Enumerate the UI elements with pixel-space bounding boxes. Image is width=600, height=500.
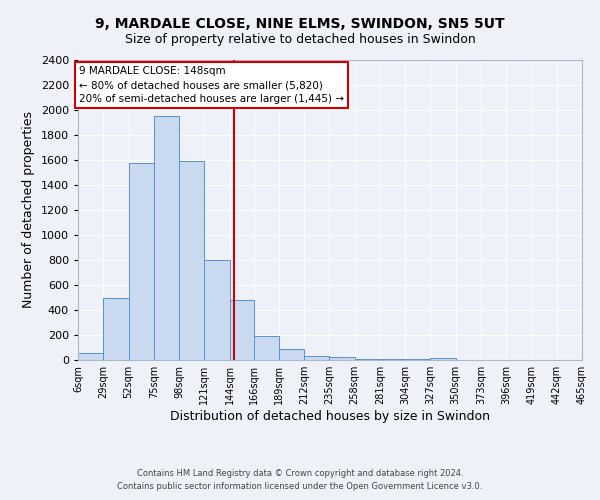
Bar xyxy=(279,349,304,360)
Bar xyxy=(254,336,279,360)
Text: Contains HM Land Registry data © Crown copyright and database right 2024.
Contai: Contains HM Land Registry data © Crown c… xyxy=(118,469,482,491)
Bar xyxy=(154,116,179,360)
Bar xyxy=(103,298,128,360)
Bar xyxy=(304,356,329,360)
Bar xyxy=(78,353,103,360)
Bar xyxy=(179,161,204,360)
Text: Size of property relative to detached houses in Swindon: Size of property relative to detached ho… xyxy=(125,32,475,46)
Y-axis label: Number of detached properties: Number of detached properties xyxy=(22,112,35,308)
Bar xyxy=(128,162,154,360)
Bar xyxy=(204,260,230,360)
Text: 9, MARDALE CLOSE, NINE ELMS, SWINDON, SN5 5UT: 9, MARDALE CLOSE, NINE ELMS, SWINDON, SN… xyxy=(95,18,505,32)
Bar xyxy=(329,357,355,360)
X-axis label: Distribution of detached houses by size in Swindon: Distribution of detached houses by size … xyxy=(170,410,490,423)
Text: 9 MARDALE CLOSE: 148sqm
← 80% of detached houses are smaller (5,820)
20% of semi: 9 MARDALE CLOSE: 148sqm ← 80% of detache… xyxy=(79,66,344,104)
Bar xyxy=(230,300,254,360)
Bar xyxy=(430,358,456,360)
